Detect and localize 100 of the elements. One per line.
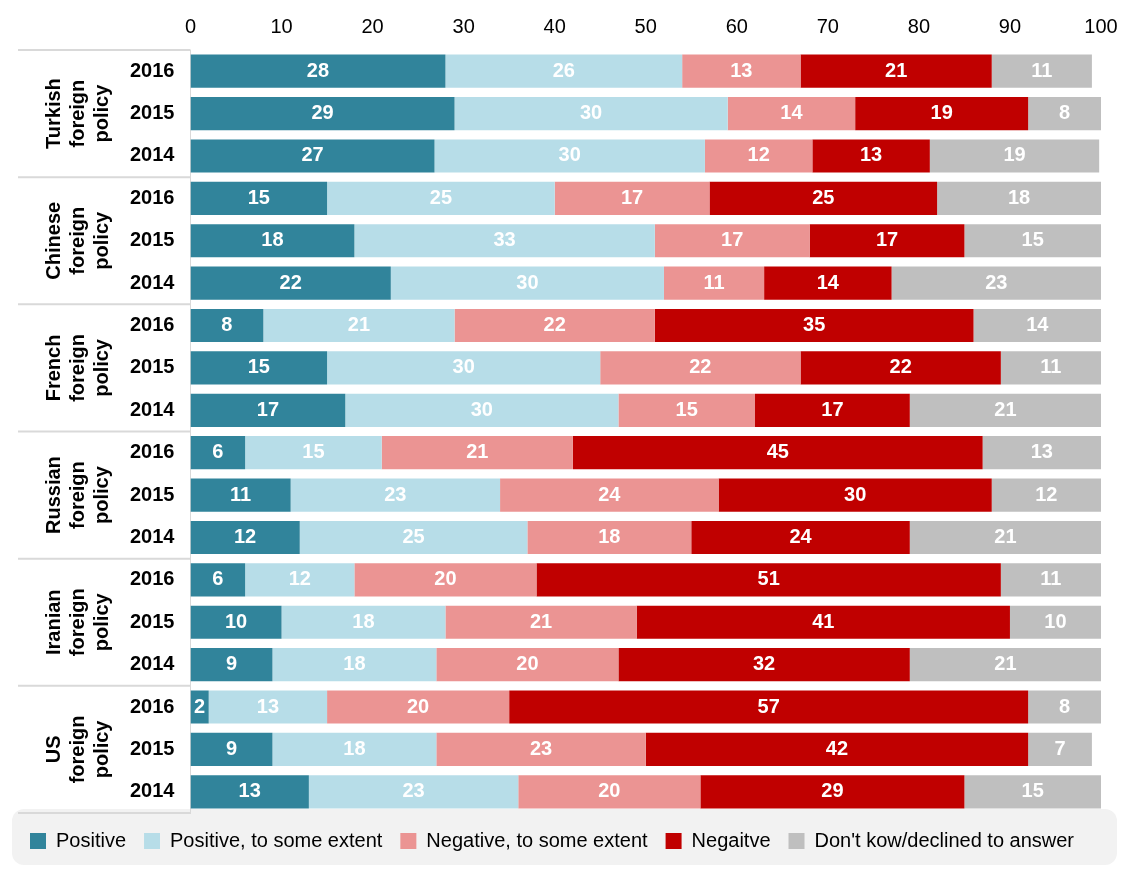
- data-label: 13: [730, 58, 753, 81]
- bar: [190, 393, 346, 427]
- bar: [190, 351, 328, 385]
- data-label: 21: [885, 58, 908, 81]
- y-tick-label: 2014: [129, 397, 176, 420]
- data-label: 8: [1059, 101, 1071, 124]
- bar: [190, 732, 273, 766]
- data-label: 57: [757, 694, 780, 717]
- data-label: 15: [247, 355, 270, 378]
- bar: [299, 520, 528, 555]
- text: US foreign policy: [41, 715, 112, 784]
- y-tick-label: 2014: [129, 270, 176, 293]
- data-label: 23: [384, 482, 407, 505]
- legend-label: Positive: [56, 828, 127, 851]
- bar: [454, 97, 728, 131]
- data-label: 9: [225, 652, 238, 675]
- bar: [718, 478, 992, 512]
- data-label: 41: [812, 609, 835, 632]
- bar: [436, 732, 646, 766]
- y-tick-label: 2014: [129, 779, 176, 802]
- x-tick-label: 50: [634, 14, 657, 37]
- x-tick-label: 100: [1084, 14, 1118, 37]
- data-label: 17: [620, 185, 644, 208]
- bar: [245, 436, 382, 470]
- bar: [1009, 605, 1101, 639]
- data-label: 17: [875, 228, 899, 251]
- bar: [454, 308, 655, 343]
- data-label: 11: [1031, 58, 1053, 81]
- data-label: 28: [306, 58, 330, 81]
- bar: [190, 775, 309, 809]
- data-label: 21: [466, 440, 489, 463]
- bar: [190, 520, 300, 555]
- data-label: 19: [930, 101, 953, 124]
- bar: [190, 308, 264, 343]
- bar: [190, 54, 446, 88]
- bar: [190, 436, 246, 470]
- data-label: 15: [247, 185, 270, 208]
- y-tick-label: 2014: [129, 524, 176, 547]
- bar: [1000, 351, 1101, 385]
- bar: [618, 393, 756, 427]
- text: Chinese foreign policy: [41, 201, 112, 280]
- bar: [755, 393, 910, 427]
- bar: [1028, 690, 1101, 724]
- legend-label: Don't kow/declined to answer: [814, 828, 1075, 851]
- x-tick-label: 60: [725, 14, 748, 37]
- data-label: 35: [803, 313, 826, 336]
- y-tick-label: 2015: [129, 355, 175, 378]
- x-tick-label: 80: [907, 14, 931, 37]
- data-label: 24: [789, 524, 813, 547]
- y-tick-label: 2016: [129, 185, 175, 208]
- bar: [190, 605, 282, 639]
- data-label: 6: [212, 567, 224, 590]
- data-label: 15: [675, 397, 698, 420]
- data-label: 30: [558, 143, 581, 166]
- data-label: 18: [261, 228, 284, 251]
- data-label: 21: [529, 609, 553, 632]
- y-tick-label: 2015: [129, 609, 175, 632]
- y-tick-label: 2016: [129, 313, 175, 336]
- data-label: 30: [516, 270, 539, 293]
- bar: [208, 690, 328, 724]
- bar: [909, 648, 1101, 682]
- bar: [1028, 732, 1092, 766]
- bar: [937, 181, 1101, 215]
- data-label: 22: [889, 355, 912, 378]
- data-label: 6: [212, 440, 224, 463]
- data-label: 17: [721, 228, 744, 251]
- bar: [855, 97, 1029, 131]
- bar: [190, 266, 391, 300]
- bar: [709, 181, 938, 215]
- bar: [682, 54, 801, 88]
- data-label: 25: [812, 185, 835, 208]
- bar: [572, 436, 983, 470]
- data-label: 10: [224, 609, 248, 632]
- data-label: 13: [256, 694, 280, 717]
- bar: [645, 732, 1029, 766]
- data-label: 23: [985, 270, 1008, 293]
- bar: [518, 775, 701, 809]
- bar: [281, 605, 446, 639]
- bar: [500, 478, 719, 512]
- data-label: 11: [229, 482, 252, 505]
- bar: [809, 224, 965, 258]
- x-tick-label: 30: [452, 14, 475, 37]
- bar: [812, 139, 930, 173]
- data-label: 11: [1040, 355, 1062, 378]
- bar: [991, 54, 1092, 88]
- data-label: 8: [221, 313, 233, 336]
- bar: [982, 436, 1101, 470]
- data-label: 26: [552, 58, 575, 81]
- bar: [800, 54, 992, 88]
- data-label: 22: [689, 355, 712, 378]
- bar: [909, 520, 1101, 555]
- y-tick-label: 2016: [129, 58, 175, 81]
- bar: [509, 690, 1029, 724]
- data-label: 30: [579, 101, 603, 124]
- bar: [909, 393, 1101, 427]
- bar: [964, 775, 1101, 809]
- bar: [190, 478, 291, 512]
- bar: [654, 308, 974, 343]
- data-label: 13: [238, 779, 261, 802]
- data-label: 30: [844, 482, 867, 505]
